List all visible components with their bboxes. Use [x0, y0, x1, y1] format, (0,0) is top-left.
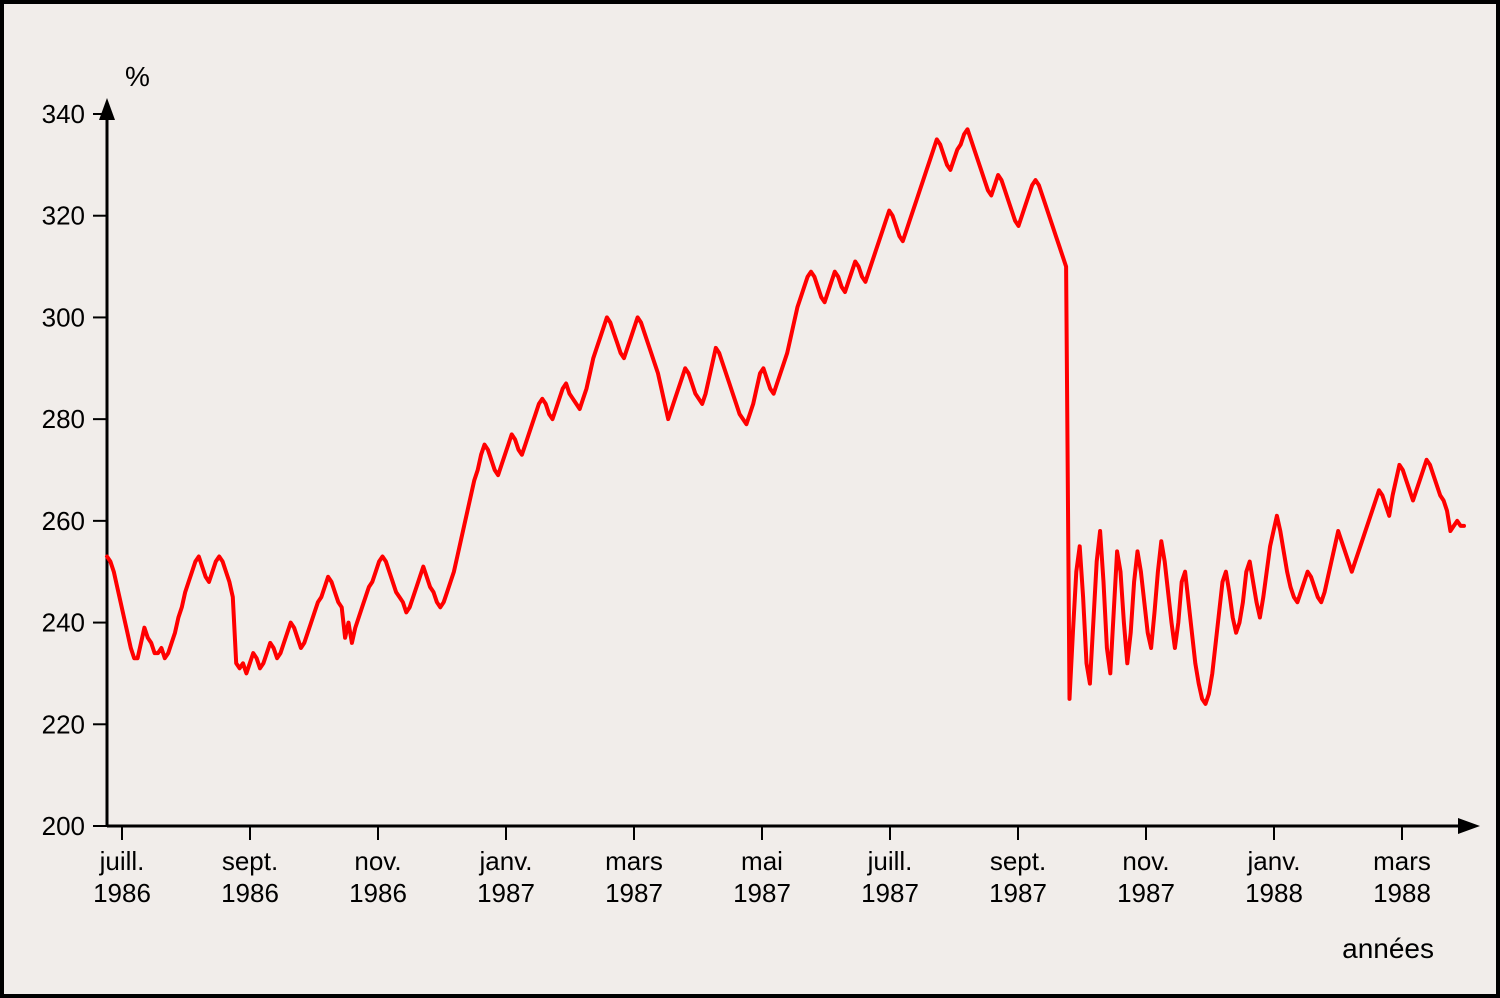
x-tick-month: janv. [1247, 846, 1301, 876]
x-tick-year: 1988 [1373, 878, 1431, 908]
x-tick-year: 1987 [989, 878, 1047, 908]
x-tick-month: juill. [99, 846, 145, 876]
x-tick-month: mai [741, 846, 783, 876]
x-tick-year: 1988 [1245, 878, 1303, 908]
line-chart: %200220240260280300320340juill.1986sept.… [4, 4, 1496, 994]
y-tick-label: 220 [42, 709, 85, 739]
y-axis-title: % [125, 61, 150, 92]
x-tick-month: mars [605, 846, 663, 876]
y-axis-arrow [99, 98, 115, 120]
y-tick-label: 200 [42, 811, 85, 841]
x-tick-month: sept. [990, 846, 1046, 876]
x-tick-year: 1986 [221, 878, 279, 908]
x-tick-year: 1986 [349, 878, 407, 908]
x-tick-year: 1987 [1117, 878, 1175, 908]
x-tick-year: 1987 [477, 878, 535, 908]
y-tick-label: 260 [42, 506, 85, 536]
x-axis-arrow [1458, 818, 1480, 834]
y-tick-label: 280 [42, 404, 85, 434]
x-tick-month: nov. [1122, 846, 1169, 876]
y-tick-label: 240 [42, 608, 85, 638]
x-tick-month: nov. [354, 846, 401, 876]
y-tick-label: 300 [42, 302, 85, 332]
x-tick-month: mars [1373, 846, 1431, 876]
x-tick-year: 1987 [733, 878, 791, 908]
x-tick-year: 1987 [605, 878, 663, 908]
x-tick-month: janv. [479, 846, 533, 876]
x-tick-year: 1986 [93, 878, 151, 908]
y-tick-label: 340 [42, 99, 85, 129]
x-tick-month: juill. [867, 846, 913, 876]
x-tick-year: 1987 [861, 878, 919, 908]
x-axis-title: années [1342, 933, 1434, 964]
chart-frame: %200220240260280300320340juill.1986sept.… [0, 0, 1500, 998]
data-line [107, 129, 1464, 704]
y-tick-label: 320 [42, 201, 85, 231]
x-tick-month: sept. [222, 846, 278, 876]
